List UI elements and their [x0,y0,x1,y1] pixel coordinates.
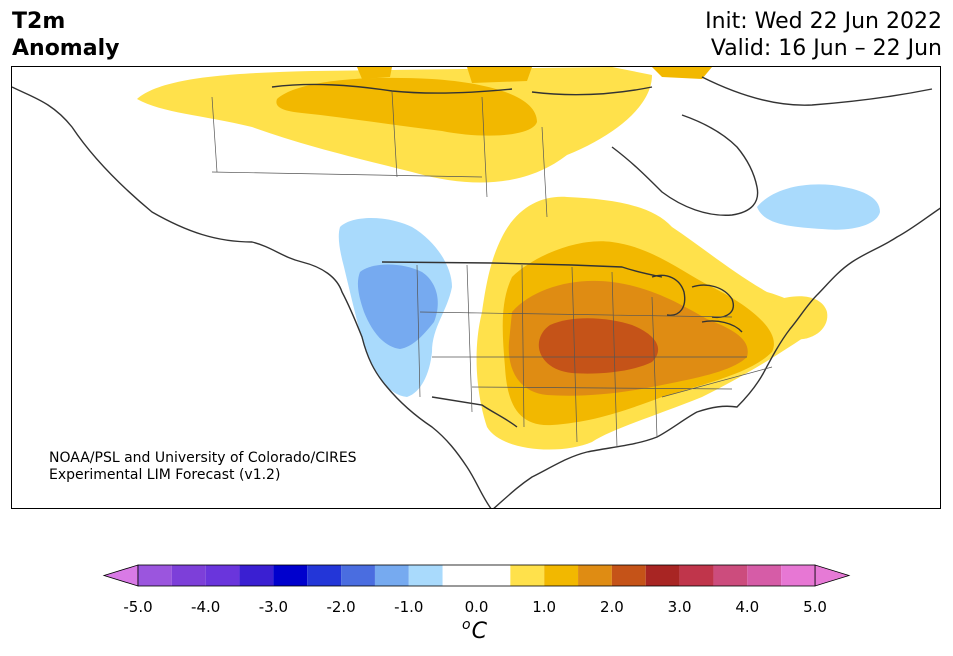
colorbar-bin-11 [544,565,579,586]
colorbar-bin-8 [408,565,443,586]
colorbar-bin-0 [138,565,172,586]
us-canada-border [381,261,663,278]
init-date: Init: Wed 22 Jun 2022 [705,9,942,34]
colorbar-tick-label: -1.0 [394,598,424,616]
unit-letter: C [471,619,487,644]
title-line-2: Anomaly [12,36,120,61]
cool-anomaly-quebec [757,184,880,230]
anomaly-fills [137,67,880,450]
colorbar-under-arrow [102,564,139,587]
province-lines [211,91,548,218]
colorbar-tick-label: 3.0 [667,598,692,616]
warm-anomaly-core [538,318,659,374]
colorbar-tick-label: -5.0 [123,598,153,616]
colorbar-tick-label: -2.0 [326,598,356,616]
anomaly-map [11,66,941,509]
data-credit: NOAA/PSL and University of Colorado/CIRE… [49,450,357,484]
coastline-west [12,86,492,508]
colorbar-frame [137,564,816,587]
credit-line-2: Experimental LIM Forecast (v1.2) [49,467,281,483]
us-mexico-border [431,396,518,428]
colorbar-bin-17 [747,565,782,586]
colorbar-tick-label: 5.0 [803,598,827,616]
colorbar-bin-3 [239,565,274,586]
colorbar-bin-14 [645,565,680,586]
colorbar-over-arrow [814,564,851,587]
colorbar-unit: oC [462,617,487,644]
valid-range: Valid: 16 Jun – 22 Jun [710,36,942,61]
colorbar-bin-15 [679,565,714,586]
colorbar-bin-16 [713,565,748,586]
colorbar-tick-label: 4.0 [735,598,760,616]
colorbar-bin-18 [781,565,815,586]
colorbar-bin-13 [611,565,646,586]
map-outlines [12,76,940,508]
colorbar-bin-5 [307,565,342,586]
colorbar-tick-label: 2.0 [599,598,624,616]
colorbar-bin-4 [273,565,308,586]
state-province-lines [211,91,773,448]
credit-line-1: NOAA/PSL and University of Colorado/CIRE… [49,450,357,466]
colorbar-bin-6 [341,565,375,586]
forecast-dates: Init: Wed 22 Jun 2022 Valid: 16 Jun – 22… [705,8,942,62]
colorbar-bin-10 [510,565,545,586]
title-line-1: T2m [12,9,66,34]
colorbar-bin-2 [205,565,240,586]
map-title: T2m Anomaly [12,8,119,62]
map-canvas [12,67,940,508]
colorbar-bin-9 [442,565,511,586]
degree-symbol: o [462,617,471,633]
coastline-gulf [493,371,765,508]
warm-anomaly-north-3 [357,67,712,83]
colorbar [102,564,851,587]
colorbar-tick-label: 0.0 [464,598,489,616]
colorbar-tick-label: 1.0 [532,598,557,616]
arctic-islands [271,76,933,106]
colorbar-tick-label: -4.0 [191,598,221,616]
state-lines [416,264,773,448]
colorbar-bin-7 [374,565,409,586]
coastline-east [763,207,940,373]
hudson-bay [611,114,759,216]
colorbar-tick-label: -3.0 [258,598,289,616]
colorbar-bin-1 [171,565,206,586]
great-lakes [651,274,743,333]
colorbar-bin-12 [578,565,612,586]
